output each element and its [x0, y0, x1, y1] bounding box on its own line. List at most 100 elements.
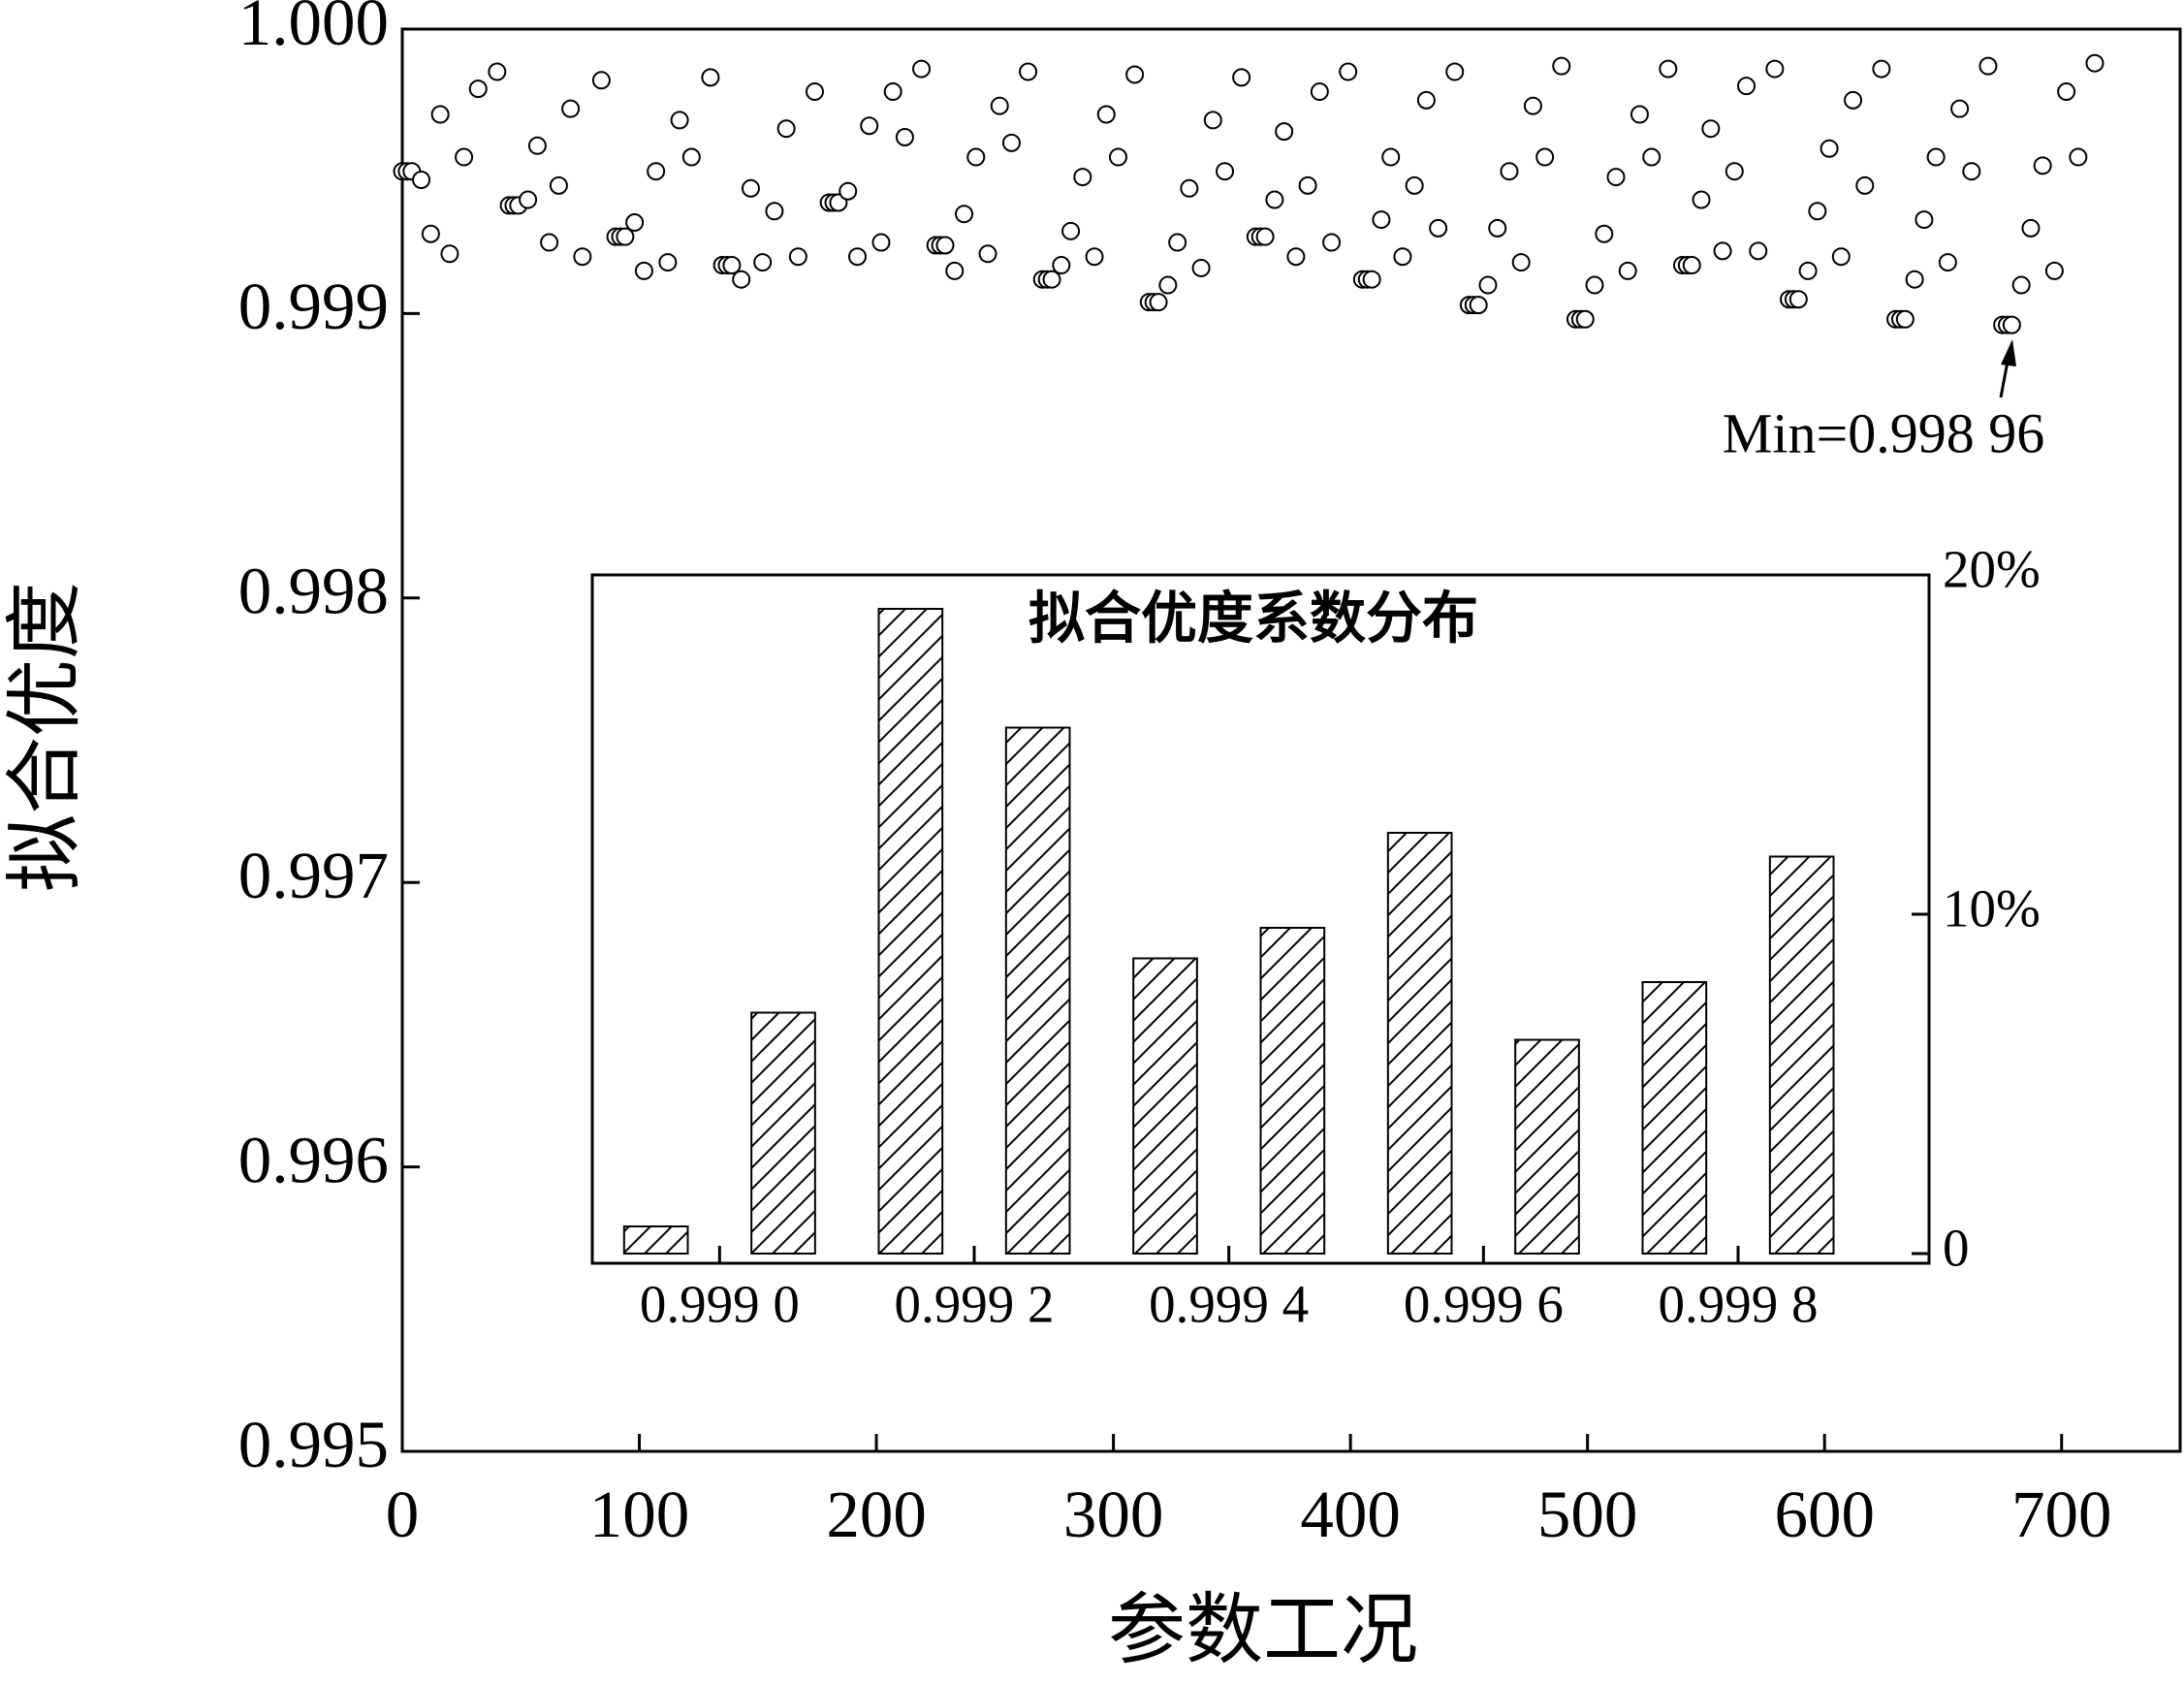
scatter-point	[2069, 147, 2088, 167]
scatter-point	[1255, 227, 1275, 246]
histogram-bar	[622, 1225, 689, 1255]
scatter-point	[670, 111, 689, 130]
scatter-point	[1429, 218, 1448, 238]
plot-frame	[400, 27, 2182, 1453]
scatter-point	[1042, 270, 1061, 289]
scatter-point	[1158, 275, 1178, 295]
scatter-point	[871, 233, 891, 252]
scatter-point	[1180, 178, 1199, 198]
y-tick-label: 0.998	[238, 555, 389, 628]
histogram-bar	[877, 608, 944, 1255]
scatter-point	[1275, 122, 1294, 142]
scatter-point	[765, 202, 784, 221]
scatter-point	[1469, 296, 1488, 315]
x-axis-label: 参数工况	[1108, 1588, 1418, 1673]
scatter-point	[681, 147, 701, 167]
scatter-point	[1298, 175, 1317, 195]
scatter-point	[1630, 105, 1649, 124]
scatter-point	[839, 181, 858, 201]
histogram-bar	[750, 1011, 816, 1255]
scatter-point	[722, 256, 742, 275]
scatter-point	[616, 227, 635, 246]
scatter-point	[1478, 275, 1498, 295]
scatter-point	[2002, 315, 2021, 334]
scatter-point	[1926, 147, 1946, 167]
scatter-point	[1168, 233, 1187, 252]
scatter-point	[1488, 218, 1507, 238]
scatter-point	[1535, 147, 1555, 167]
y-tick-label: 0.999	[238, 270, 389, 343]
x-tick-label: 700	[2011, 1478, 2112, 1551]
scatter-point	[966, 147, 986, 167]
scatter-point	[1322, 233, 1342, 252]
scatter-point	[647, 162, 666, 181]
scatter-point	[1701, 119, 1721, 139]
y-axis-label: 拟合优度	[3, 582, 88, 892]
scatter-point	[1962, 162, 1981, 181]
scatter-point	[2057, 82, 2076, 102]
y-tick-label: 20%	[1943, 540, 2041, 599]
annotation: Min=0.998 96	[1723, 401, 2044, 464]
scatter-point	[1339, 62, 1358, 81]
x-tick-label: 500	[1537, 1478, 1638, 1551]
scatter-point	[1692, 190, 1711, 209]
scatter-point	[658, 253, 678, 272]
scatter-point	[1416, 90, 1436, 110]
scatter-point	[978, 244, 997, 264]
scatter-point	[1216, 162, 1235, 181]
scatter-point	[1808, 202, 1827, 221]
scatter-point	[540, 233, 559, 252]
scatter-point	[895, 127, 914, 146]
scatter-point	[561, 99, 581, 118]
scatter-point	[860, 116, 879, 136]
scatter-point	[1203, 111, 1222, 130]
scatter-point	[955, 205, 974, 224]
scatter-point	[1085, 247, 1104, 267]
scatter-point	[440, 244, 459, 264]
x-tick-label: 0.999 0	[640, 1275, 800, 1334]
scatter-point	[1575, 309, 1595, 329]
scatter-point	[1500, 162, 1519, 181]
scatter-point	[1642, 147, 1662, 167]
histogram-bar	[1514, 1038, 1580, 1255]
scatter-point	[788, 247, 807, 267]
histogram-bar	[1004, 726, 1071, 1255]
scatter-point	[625, 213, 645, 233]
scatter-point	[935, 236, 955, 255]
scatter-point	[1938, 253, 1957, 272]
scatter-point	[990, 96, 1009, 115]
scatter-point	[412, 171, 431, 190]
scatter-point	[1737, 77, 1757, 96]
y-tick-label: 0	[1943, 1219, 1970, 1278]
scatter-point	[1125, 65, 1145, 84]
scatter-point	[1725, 162, 1744, 181]
y-tick-label: 0.995	[238, 1408, 389, 1481]
scatter-point	[1381, 147, 1401, 167]
scatter-point	[1019, 62, 1038, 81]
scatter-point	[468, 79, 488, 99]
scatter-point	[1073, 168, 1092, 187]
scatter-point	[912, 59, 932, 79]
scatter-point	[1798, 261, 1818, 280]
scatter-point	[519, 190, 538, 209]
scatter-point	[1372, 210, 1391, 230]
x-tick-label: 0	[386, 1478, 420, 1551]
y-tick-label: 1.000	[238, 0, 389, 59]
inset-title: 拟合优度系数分布	[1029, 587, 1478, 650]
scatter-point	[2011, 275, 2031, 295]
x-tick-label: 300	[1063, 1478, 1164, 1551]
histogram-bar	[1641, 981, 1708, 1255]
scatter-point	[1606, 168, 1626, 187]
scatter-point	[1713, 241, 1732, 261]
scatter-point	[1905, 270, 1924, 289]
scatter-point	[2021, 218, 2041, 238]
scatter-point	[455, 147, 474, 167]
scatter-point	[527, 136, 547, 155]
scatter-point	[1149, 293, 1168, 312]
histogram-bar	[1768, 855, 1835, 1255]
x-tick-label: 200	[826, 1478, 927, 1551]
scatter-point	[701, 68, 720, 87]
scatter-point	[1915, 210, 1934, 230]
scatter-point	[1595, 224, 1614, 243]
